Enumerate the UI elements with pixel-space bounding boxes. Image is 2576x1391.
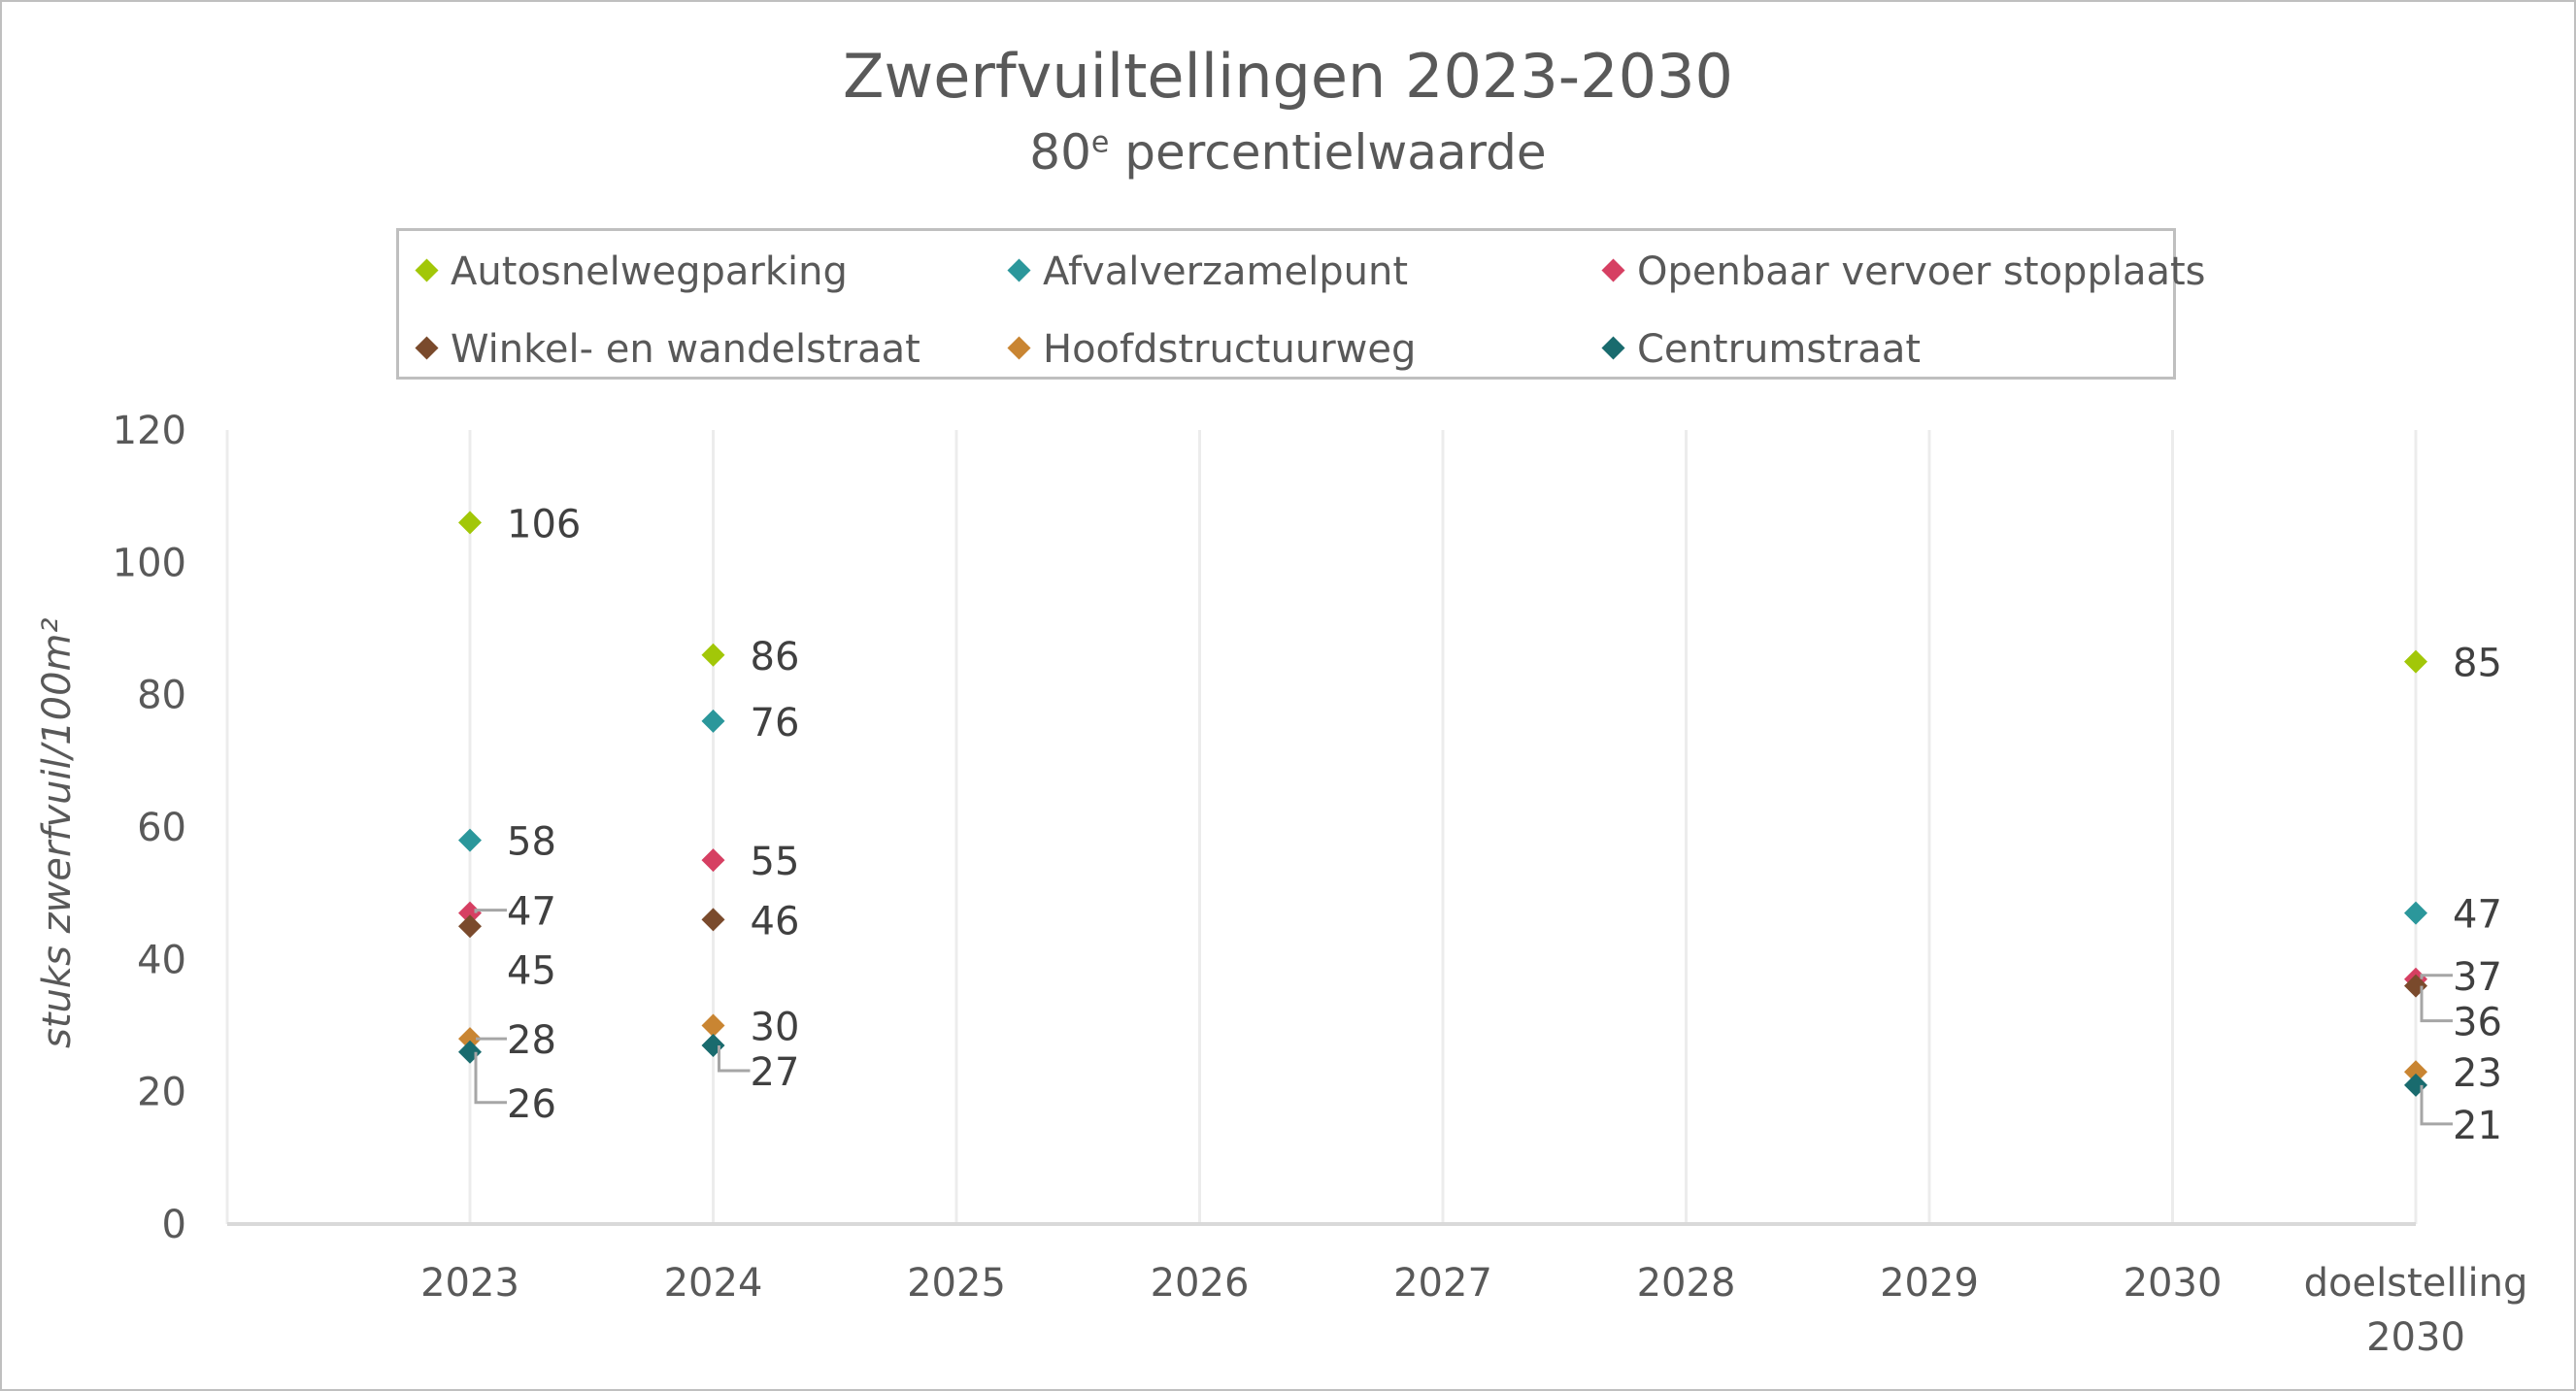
legend-label: Hoofdstructuurweg [1043,327,1417,372]
y-tick-label: 0 [162,1203,186,1247]
legend-label: Winkel- en wandelstraat [451,327,920,372]
data-label: 46 [751,899,800,944]
data-label: 85 [2453,642,2502,686]
legend-label: Autosnelwegparking [451,249,848,294]
x-tick-label: 2023 [420,1261,519,1306]
y-tick-label: 60 [137,806,186,850]
data-point-diamond-icon [701,1033,725,1057]
data-label: 26 [507,1082,556,1127]
subtitle-superscript: e [1090,125,1110,160]
y-tick-label: 80 [137,674,186,718]
legend-label: Centrumstraat [1637,327,1922,372]
x-tick-label: 2025 [907,1261,1006,1306]
legend-label: Afvalverzamelpunt [1043,249,1409,294]
leader-line [2420,974,2453,979]
data-label: 23 [2453,1051,2502,1096]
legend: Autosnelwegparking Afvalverzamelpunt Ope… [396,228,2206,380]
legend-item-openbaar-vervoer-stopplaats: Openbaar vervoer stopplaats [1601,245,2206,299]
leader-line [2420,1084,2453,1126]
x-tick-label: 2028 [1637,1261,1736,1306]
data-point-diamond-icon [458,1027,482,1051]
data-point-diamond-icon [701,643,725,667]
leader-line [474,1051,507,1105]
data-label: 30 [751,1006,800,1050]
legend-item-centrumstraat: Centrumstraat [1601,322,1922,377]
data-label: 106 [507,502,581,546]
data-label: 47 [2453,893,2502,938]
chart-title: Zwerfvuiltellingen 2023-2030 [843,41,1733,112]
data-label: 55 [751,840,800,884]
data-label: 58 [507,820,556,865]
legend-item-afvalverzamelpunt: Afvalverzamelpunt [1007,245,1409,299]
data-label: 76 [751,701,800,745]
data-point-diamond-icon [458,511,482,535]
x-tick-label: 2024 [664,1261,763,1306]
x-tick-label: 2030 [2124,1261,2223,1306]
data-label: 45 [507,948,556,993]
data-point-diamond-icon [2404,901,2427,925]
data-label: 36 [2453,1001,2502,1045]
data-point-diamond-icon [2404,1073,2427,1097]
data-label: 27 [751,1050,800,1095]
y-tick-label: 120 [113,409,186,453]
leader-line [474,909,507,913]
x-tick-label: 2026 [1151,1261,1250,1306]
data-point-diamond-icon [458,901,482,925]
data-point-diamond-icon [2404,1060,2427,1084]
legend-item-autosnelwegparking: Autosnelwegparking [415,245,848,299]
subtitle-number: 80 [1029,124,1091,181]
x-tick-label: 2030 [2366,1315,2465,1360]
leader-line [718,1044,751,1073]
x-tick-label: doelstelling [2304,1261,2528,1306]
data-point-diamond-icon [458,914,482,939]
x-tick-label: 2029 [1880,1261,1979,1306]
data-label: 21 [2453,1104,2502,1148]
legend-item-winkel-en-wandelstraat: Winkel- en wandelstraat [415,322,920,377]
data-point-diamond-icon [2404,649,2427,674]
data-label: 37 [2453,955,2502,1000]
chart-subtitle: 80e percentielwaarde [0,124,2576,181]
subtitle-text: percentielwaarde [1109,124,1547,181]
legend-item-hoofdstructuurweg: Hoofdstructuurweg [1007,322,1417,377]
data-label: 28 [507,1018,556,1063]
data-point-diamond-icon [458,828,482,852]
y-tick-label: 40 [137,938,186,982]
data-point-diamond-icon [701,848,725,873]
data-point-diamond-icon [701,709,725,733]
data-point-diamond-icon [701,1013,725,1038]
leader-line [2420,985,2453,1023]
data-point-diamond-icon [701,908,725,932]
y-tick-label: 20 [137,1071,186,1115]
legend-label: Openbaar vervoer stopplaats [1637,249,2206,294]
data-point-diamond-icon [458,1040,482,1064]
data-label: 86 [751,635,800,679]
x-tick-label: 2027 [1393,1261,1492,1306]
y-tick-label: 100 [113,541,186,585]
data-label: 47 [507,890,556,935]
